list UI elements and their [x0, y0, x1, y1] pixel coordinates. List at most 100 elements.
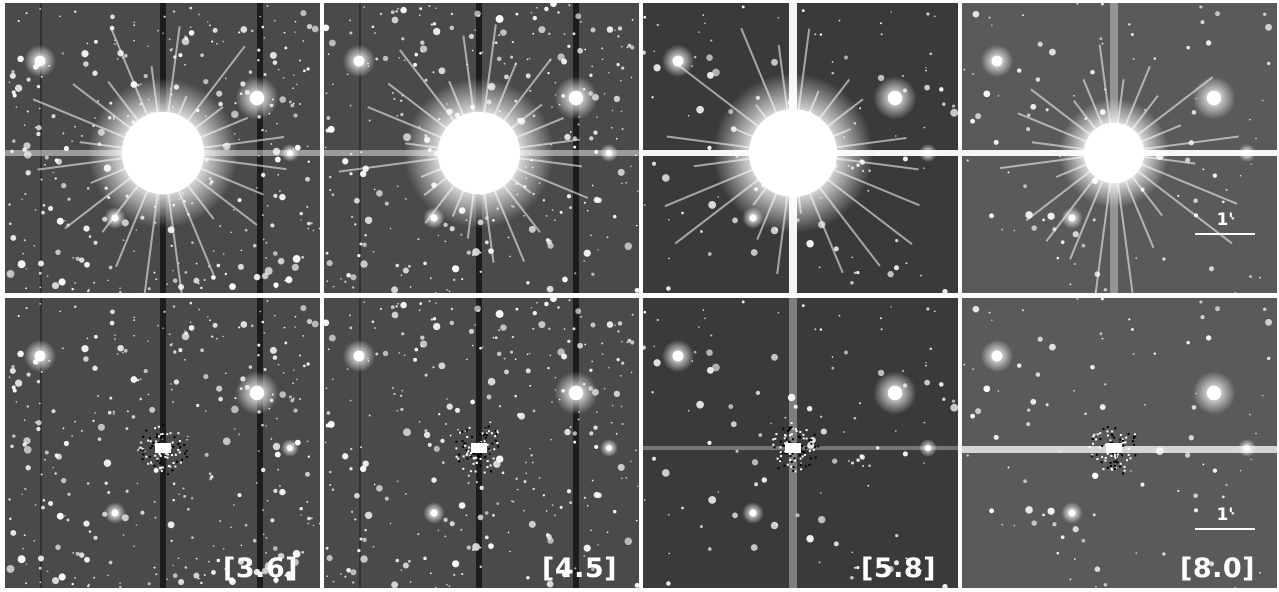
field-star [488, 543, 494, 549]
bright-star [606, 150, 612, 156]
field-star [172, 498, 175, 502]
bright-star [991, 350, 1003, 362]
field-star [310, 222, 313, 225]
field-star [530, 306, 533, 309]
field-star [432, 366, 435, 369]
field-star [360, 555, 368, 563]
field-star [562, 571, 568, 578]
field-star [224, 272, 227, 276]
field-star [83, 61, 89, 67]
field-star [894, 430, 897, 432]
field-star [706, 54, 713, 61]
field-star [631, 18, 634, 21]
field-star [1101, 337, 1104, 340]
field-star [1013, 524, 1016, 527]
field-star [332, 285, 335, 288]
field-star [594, 149, 599, 154]
field-star [1052, 522, 1057, 527]
field-star [375, 352, 379, 356]
field-star [119, 287, 121, 290]
panel-8p0-original: 1' [962, 3, 1277, 293]
residual-core [155, 443, 171, 453]
field-star [326, 116, 331, 120]
field-star [880, 317, 882, 320]
field-star [344, 280, 347, 283]
field-star [24, 192, 27, 196]
field-star [36, 379, 41, 384]
field-star [696, 400, 704, 409]
field-star [87, 289, 90, 293]
field-star [75, 256, 80, 261]
field-star [814, 33, 817, 36]
field-star [479, 346, 482, 350]
field-star [203, 574, 206, 576]
field-star [923, 462, 925, 464]
field-star [621, 182, 623, 185]
field-star [371, 25, 375, 29]
field-star [548, 32, 551, 36]
field-star [942, 102, 946, 106]
field-star [1265, 23, 1273, 31]
field-star [56, 512, 64, 520]
field-star [212, 545, 215, 547]
field-star [589, 368, 593, 372]
field-star [282, 77, 285, 79]
field-star [352, 286, 355, 289]
field-star [389, 227, 392, 230]
field-star [867, 484, 870, 487]
field-star [1099, 37, 1103, 41]
field-star [504, 369, 509, 375]
field-star [360, 151, 362, 153]
field-star [350, 510, 354, 514]
field-star [307, 455, 310, 458]
field-star [471, 344, 474, 347]
field-star [93, 39, 98, 44]
field-star [332, 580, 335, 583]
field-star [1153, 352, 1157, 355]
field-star [1081, 538, 1086, 543]
field-star [528, 352, 531, 355]
field-star [1047, 212, 1055, 220]
field-star [1130, 470, 1132, 472]
field-star [154, 516, 157, 519]
field-star [1249, 118, 1251, 121]
field-star [551, 401, 553, 403]
field-star [707, 145, 712, 150]
field-star [290, 103, 295, 108]
field-star [204, 410, 207, 412]
field-star [349, 467, 353, 471]
field-star [354, 518, 357, 521]
field-star [157, 324, 159, 327]
field-star [975, 408, 982, 415]
field-star [112, 410, 116, 414]
field-star [39, 303, 42, 305]
field-star [292, 550, 301, 558]
field-star [1191, 405, 1197, 410]
field-star [376, 485, 383, 492]
field-star [454, 407, 461, 413]
field-star [536, 7, 538, 9]
field-star [97, 395, 99, 397]
field-star [229, 578, 236, 585]
field-star [265, 536, 268, 539]
field-star [126, 410, 129, 413]
field-star [41, 505, 45, 510]
field-star [452, 278, 456, 282]
field-star [443, 222, 448, 228]
field-star [55, 158, 62, 165]
field-star [262, 214, 264, 216]
field-star [350, 274, 357, 281]
field-star [1031, 225, 1037, 231]
field-star [1185, 452, 1191, 458]
field-star [923, 421, 926, 424]
field-star [12, 434, 16, 438]
field-star [532, 310, 537, 316]
bright-star [1068, 214, 1076, 222]
field-star [806, 405, 813, 412]
field-star [250, 29, 254, 33]
field-star [777, 16, 780, 19]
field-star [284, 341, 288, 345]
field-star [601, 47, 604, 50]
field-star [531, 461, 534, 464]
field-star [211, 335, 214, 338]
